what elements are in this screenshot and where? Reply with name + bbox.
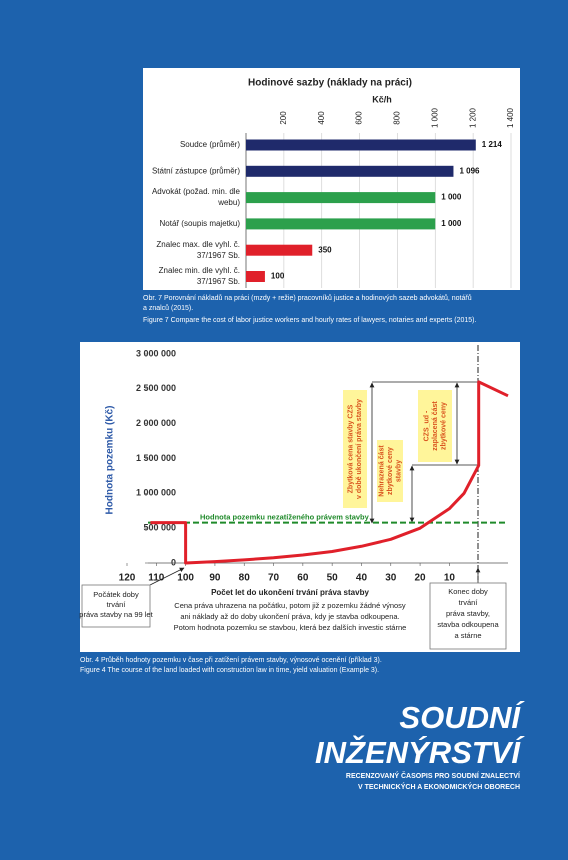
annotation: zbytkové ceny [387,447,394,495]
x-tick-label: 200 [279,111,288,125]
category-label: Znalec max. dle vyhl. č. [156,240,240,249]
masthead-subtitle: V TECHNICKÝCH A EKONOMICKÝCH OBORECH [358,782,520,791]
masthead-title: SOUDNÍ [399,700,525,735]
annotation: zbytkové ceny [440,402,447,450]
reference-label: Hodnota pozemku nezatíženého právem stav… [200,513,370,522]
x-tick-label: 30 [385,573,397,584]
note-box [81,584,151,628]
note-text: práva stavby na 99 let [79,610,153,619]
note-text: Cena práva uhrazena na počátku, potom ji… [174,601,406,610]
note-text: ani náklady až do doby ukončení práva, k… [180,612,399,621]
y-tick-label: 1 000 000 [136,488,176,498]
category-label: Státní zástupce (průměr) [152,166,240,175]
note-text: a stárne [454,631,481,640]
value-label: 1 096 [459,166,480,175]
y-tick-label: 1 500 000 [136,453,176,463]
value-label: 1 000 [441,219,462,228]
annotation-box [377,440,403,502]
x-tick-label: 120 [119,573,136,584]
annotation: Zbytková cena stavby CZS [348,404,355,493]
note-text: trvání [459,598,479,607]
axis-label: Počet let do ukončení trvání práva stavb… [211,588,369,597]
note-box [429,582,507,650]
x-tick-label: 70 [268,573,280,584]
data-line [150,380,509,565]
annotation: stavby [395,460,402,482]
x-tick-label: 800 [393,111,402,125]
value-label: 350 [318,245,332,254]
masthead-title: INŽENÝRSTVÍ [315,734,525,770]
note-text: trvání [107,600,127,609]
x-tick-label: 80 [239,573,251,584]
axis-label: Hodnota pozemku (Kč) [105,406,116,515]
value-label: 100 [271,272,285,281]
x-tick-label: 1 400 [506,107,515,128]
note-text: Potom hodnota pozemku se stavbou, která … [174,623,407,632]
caption: Figure 7 Compare the cost of labor justi… [143,317,476,324]
note-text: Konec doby [448,587,488,596]
bar [246,192,436,204]
bar [246,271,265,282]
category-label: Advokát (požad. min. dle [152,187,241,196]
annotation-box [418,390,452,462]
chart-panel [143,68,520,290]
annotation: CZS_ud - [423,410,430,441]
x-tick-label: 40 [356,573,368,584]
annotation-box [343,390,367,508]
caption: a znalců (2015). [143,304,193,312]
note-text: stavba odkoupena [437,620,499,629]
caption: Figure 4 The course of the land loaded w… [80,667,379,674]
category-label: Notář (soupis majetku) [160,219,241,228]
y-tick-label: 3 000 000 [136,348,176,358]
annotation-arrows [149,345,481,586]
value-label: 1 000 [441,193,462,202]
x-tick-label: 100 [177,573,194,584]
x-tick-label: 1 000 [430,107,439,128]
caption: Obr. 4 Průběh hodnoty pozemku v čase při… [80,656,382,664]
x-tick-label: 10 [444,573,456,584]
annotation: v době ukončení práva stavby [356,399,363,499]
bar [246,218,436,230]
y-tick-label: 2 000 000 [136,418,176,428]
category-label: Soudce (průměr) [180,140,240,149]
x-tick-label: 90 [209,573,221,584]
x-tick-label: 600 [355,111,364,125]
value-label: 1 214 [482,140,503,149]
x-tick-label: 20 [415,573,427,584]
category-label: 37/1967 Sb. [197,251,240,260]
category-label: webu) [217,198,240,207]
x-tick-label: 50 [327,573,339,584]
y-tick-label: 500 000 [143,523,176,533]
category-label: 37/1967 Sb. [197,277,240,286]
y-tick-label: 2 500 000 [136,383,176,393]
chart-title: Hodinové sazby (náklady na práci) [248,78,412,89]
note-text: práva stavby, [446,609,490,618]
category-label: Znalec min. dle vyhl. č. [159,266,240,275]
x-tick-label: 400 [317,111,326,125]
note-text: Počátek doby [93,590,139,599]
axis-label: Kč/h [372,94,392,104]
y-tick-label: 0 [171,557,176,567]
bar [246,139,476,151]
x-tick-label: 60 [297,573,309,584]
masthead-subtitle: RECENZOVANÝ ČASOPIS PRO SOUDNÍ ZNALECTVÍ [346,771,521,780]
annotation: zaplacená část [432,401,439,451]
bar [246,244,313,256]
caption: Obr. 7 Porovnání nákladů na práci (mzdy … [143,294,472,302]
x-tick-label: 110 [148,573,165,584]
annotation: Nehrazená část [378,445,385,497]
bar [246,165,454,177]
x-tick-label: 1 200 [468,107,477,128]
